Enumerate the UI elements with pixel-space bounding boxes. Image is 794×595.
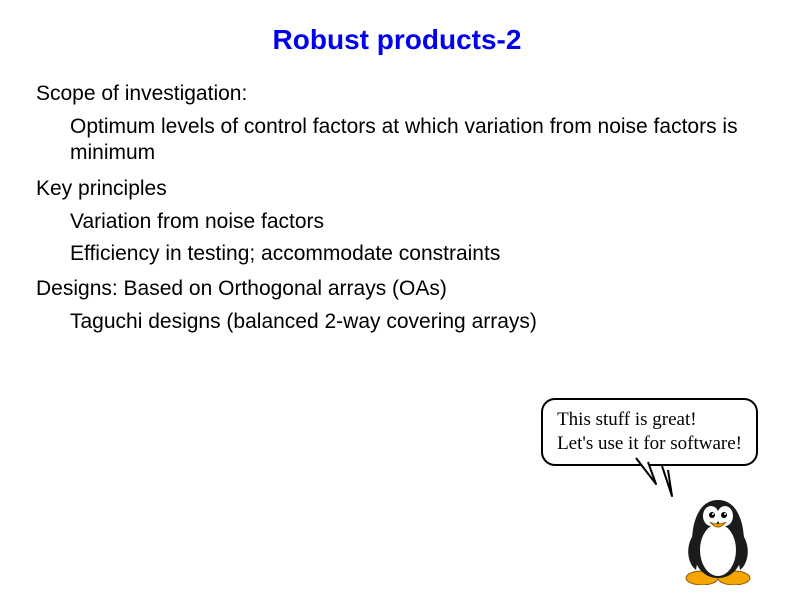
slide-title: Robust products-2 [36,24,758,56]
speech-line-2: Let's use it for software! [557,432,742,456]
sub-efficiency: Efficiency in testing; accommodate const… [70,241,758,267]
heading-scope: Scope of investigation: [36,82,758,106]
body-content: Scope of investigation: Optimum levels o… [36,82,758,335]
speech-line-1: This stuff is great! [557,408,742,432]
sub-variation: Variation from noise factors [70,209,758,235]
slide: Robust products-2 Scope of investigation… [0,0,794,595]
heading-key-principles: Key principles [36,177,758,201]
heading-designs: Designs: Based on Orthogonal arrays (OAs… [36,277,758,301]
penguin-icon [678,490,758,585]
sub-optimum: Optimum levels of control factors at whi… [70,114,758,167]
sub-taguchi: Taguchi designs (balanced 2-way covering… [70,309,758,335]
speech-bubble: This stuff is great! Let's use it for so… [541,398,758,466]
